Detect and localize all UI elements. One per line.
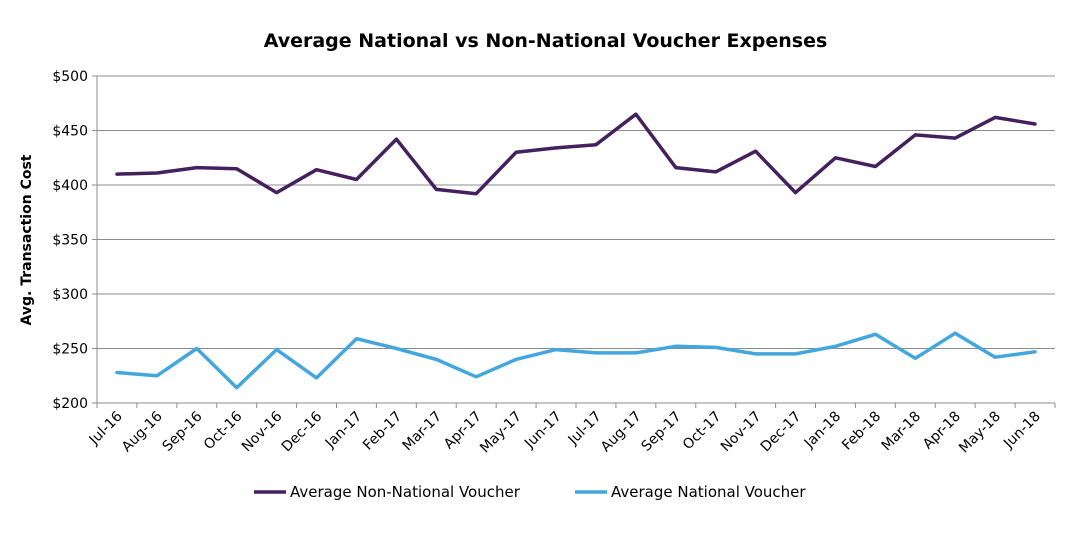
series-line-non-national: [115, 112, 1037, 196]
x-axis-ticks: Jul-16Aug-16Sep-16Oct-16Nov-16Dec-16Jan-…: [86, 408, 1044, 456]
x-tick-label: May-18: [956, 409, 1004, 457]
y-axis-label: Avg. Transaction Cost: [19, 154, 35, 325]
x-tick-label: Jun-17: [521, 409, 565, 453]
y-tick-label: $350: [52, 233, 88, 249]
legend-label: Average Non-National Voucher: [290, 483, 521, 501]
y-axis-ticks: $200 $250 $300 $350 $400 $450 $500: [52, 69, 88, 412]
x-tick-label: Jan-17: [322, 409, 365, 452]
x-tick-label: Oct-17: [680, 409, 725, 454]
legend: Average Non-National Voucher Average Nati…: [254, 483, 806, 501]
x-tick-label: Aug-17: [598, 409, 645, 456]
x-tick-label: Aug-16: [119, 408, 166, 455]
y-tick-label: $200: [52, 396, 88, 412]
x-tick-label: Sep-16: [159, 408, 205, 454]
y-tick-label: $300: [52, 287, 88, 303]
x-tick-label: Mar-17: [400, 409, 446, 455]
x-tick-label: Sep-17: [638, 409, 684, 455]
y-tick-label: $250: [52, 342, 88, 358]
x-tick-label: Feb-17: [360, 409, 405, 454]
y-tick-label: $500: [52, 69, 88, 85]
x-tick-label: Jun-18: [1000, 409, 1044, 453]
x-tick-label: Nov-17: [718, 409, 765, 456]
x-tick-label: Nov-16: [239, 408, 286, 455]
x-tick-label: Feb-18: [839, 409, 884, 454]
x-tick-label: Jan-18: [801, 409, 844, 452]
x-tick-label: Mar-18: [879, 409, 925, 455]
x-tick-label: May-17: [477, 409, 525, 457]
x-tick-label: Oct-16: [201, 408, 246, 453]
gridlines: [92, 75, 1056, 408]
legend-label: Average National Voucher: [611, 483, 806, 501]
y-tick-label: $400: [52, 178, 88, 194]
series-line-national: [115, 331, 1037, 390]
chart-title: Average National vs Non-National Voucher…: [263, 30, 828, 52]
y-tick-label: $450: [52, 124, 88, 140]
series-lines: [115, 112, 1037, 390]
x-tick-label: Dec-16: [279, 408, 326, 455]
x-tick-label: Dec-17: [758, 409, 805, 456]
